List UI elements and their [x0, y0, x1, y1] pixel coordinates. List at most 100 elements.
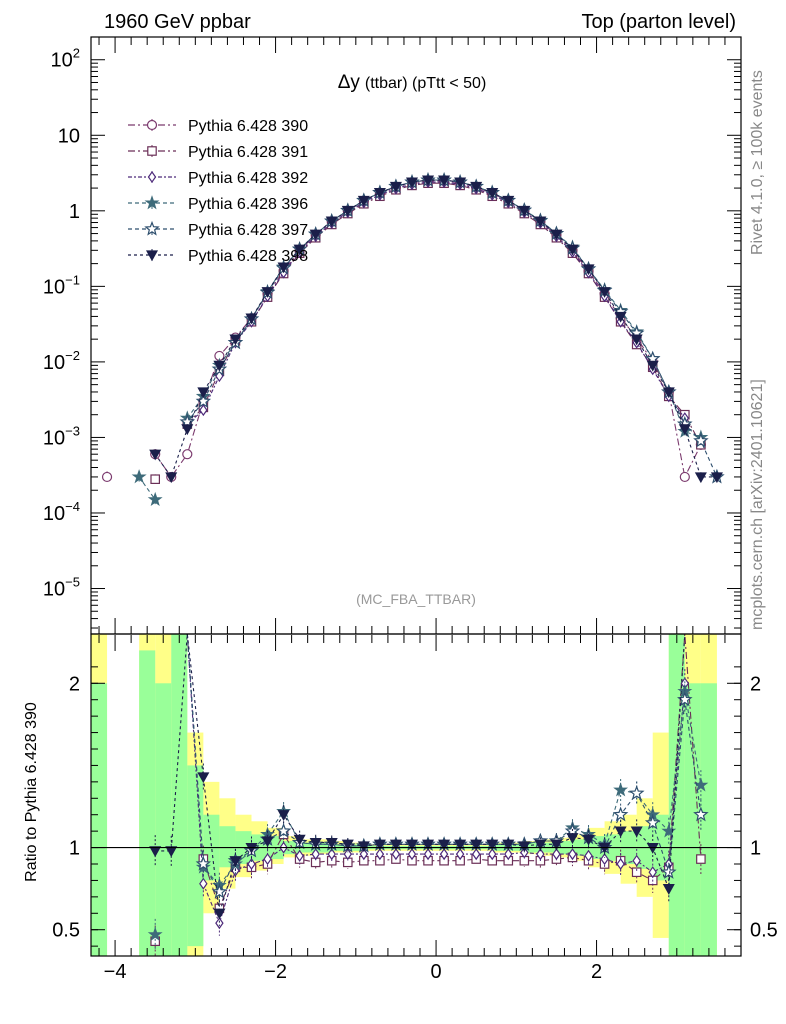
data-point [373, 839, 386, 851]
plot-title-symbol: Δy [338, 72, 361, 93]
legend-marker [144, 195, 160, 210]
y-tick-label: 10−3 [43, 423, 80, 449]
legend-label: Pythia 6.428 396 [188, 196, 308, 213]
data-point [277, 262, 290, 274]
plot-title-rest: (ttbar) (pTtt < 50) [365, 75, 486, 92]
data-point [359, 848, 369, 861]
data-point [614, 826, 627, 838]
data-point [275, 822, 292, 838]
analysis-tag: (MC_FBA_TTBAR) [356, 591, 476, 607]
band-green [700, 683, 717, 956]
data-point [247, 857, 256, 871]
legend-marker [147, 170, 157, 184]
data-point [373, 188, 386, 199]
legend-label: Pythia 6.428 390 [188, 118, 308, 135]
data-point [678, 424, 691, 436]
mcplots-label: mcplots.cern.ch [arXiv:2401.10621] [749, 379, 766, 630]
data-point [662, 884, 675, 895]
x-tick-label: −4 [104, 961, 127, 983]
data-point [422, 175, 435, 187]
ratio-y-tick-label-right: 0.5 [750, 920, 778, 942]
series-s392 [186, 634, 690, 936]
data-point [149, 846, 162, 858]
data-point [327, 848, 336, 861]
series-s398 [149, 634, 686, 926]
series-line [138, 476, 156, 501]
data-point [343, 848, 353, 861]
legend-item-s391: Pythia 6.428 391 [128, 144, 308, 161]
y-tick-label: 10 [58, 125, 80, 147]
data-point [696, 854, 706, 864]
data-point [277, 810, 290, 821]
data-point [295, 849, 304, 862]
series-s396 [147, 634, 709, 951]
legend-item-s397: Pythia 6.428 397 [128, 220, 308, 239]
axes-ticks: 102 10 1 10−1 10−2 10−3 10−4 10−5 2 2 1 1 0.5 0.5 −4 −2… [43, 36, 778, 983]
data-point [502, 839, 515, 851]
x-tick-label: 0 [430, 961, 441, 983]
data-point [584, 849, 593, 862]
data-point [644, 814, 661, 830]
data-point [646, 360, 659, 372]
data-point [325, 216, 338, 228]
y-tick-label: 10−5 [43, 575, 80, 601]
data-point [566, 833, 579, 844]
data-point [552, 848, 561, 861]
band-green [155, 683, 172, 956]
ratio-y-tick-label: 2 [69, 673, 80, 695]
data-point [309, 229, 322, 241]
data-point [263, 853, 272, 866]
data-point [309, 838, 322, 849]
data-point [438, 839, 451, 851]
data-point [568, 848, 577, 861]
data-point [211, 883, 228, 899]
legend-item-s390: Pythia 6.428 390 [128, 118, 308, 135]
band-green [91, 683, 108, 956]
data-point [693, 806, 709, 822]
data-point [199, 404, 208, 417]
legend-item-s398: Pythia 6.428 398 [128, 248, 308, 265]
legend-marker [147, 146, 157, 156]
data-point [439, 848, 449, 861]
data-point [486, 839, 499, 851]
data-point [630, 826, 643, 838]
series-s392 [183, 176, 690, 431]
header-right-title: Top (parton level) [581, 11, 736, 33]
data-point [582, 834, 595, 846]
data-point [182, 449, 193, 460]
legend-label: Pythia 6.428 391 [188, 144, 308, 161]
data-point [486, 188, 499, 199]
data-point [600, 853, 609, 866]
data-point [261, 287, 274, 298]
data-point [661, 864, 677, 879]
data-point [470, 839, 483, 851]
data-point [534, 839, 547, 851]
y-tick-label: 10−1 [43, 272, 80, 298]
data-point [391, 848, 401, 861]
series-line [186, 634, 702, 887]
data-point [357, 841, 370, 853]
data-point [488, 848, 497, 861]
data-point [341, 839, 354, 851]
legend-marker [144, 220, 160, 236]
data-point [470, 181, 483, 193]
legend: Pythia 6.428 390 Pythia 6.428 391 Pythia 6… [128, 118, 308, 265]
data-point [423, 848, 433, 861]
data-point [582, 264, 595, 276]
ratio-plot-series [147, 634, 709, 956]
data-point [215, 917, 224, 930]
data-point [631, 867, 642, 878]
series-s398 [149, 175, 723, 484]
ratio-y-tick-label: 0.5 [52, 920, 80, 942]
data-point [131, 469, 147, 484]
data-point [613, 782, 629, 797]
legend-label: Pythia 6.428 392 [188, 170, 308, 187]
data-point [612, 806, 629, 822]
data-point [454, 177, 467, 189]
series-line [186, 634, 686, 925]
main-plot-series [101, 171, 725, 506]
data-point [566, 244, 579, 256]
ratio-y-tick-label: 1 [69, 838, 80, 860]
data-point [341, 205, 354, 217]
data-point [245, 313, 258, 325]
